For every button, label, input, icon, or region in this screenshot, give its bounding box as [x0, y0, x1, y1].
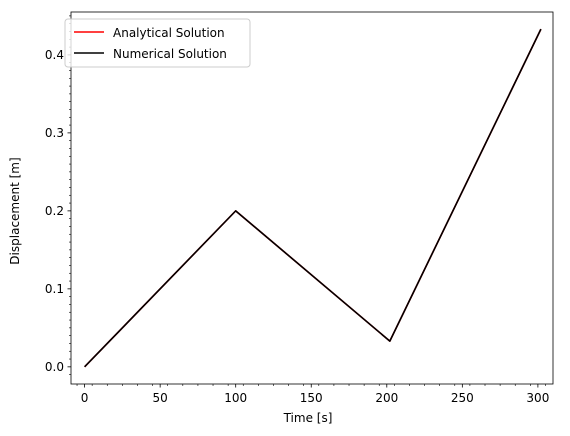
plot-area: 0 50 100 150 200 250 300 0.0 0.1 0.2 0.3 0.4: [45, 11, 554, 405]
numerical-solution-line: [84, 28, 542, 368]
y-axis-label: Displacement [m]: [8, 157, 22, 264]
y-tick-label: 0.3: [45, 126, 64, 140]
x-tick-label: 50: [153, 391, 168, 405]
y-tick-label: 0.1: [45, 282, 64, 296]
x-tick-label: 100: [224, 391, 247, 405]
x-tick-label: 250: [451, 391, 474, 405]
x-tick-label: 300: [526, 391, 549, 405]
x-tick-label: 150: [300, 391, 323, 405]
y-tick-label: 0.0: [45, 360, 64, 374]
legend-label-analytical: Analytical Solution: [113, 26, 225, 40]
x-tick-label: 0: [81, 391, 89, 405]
x-axis-label: Time [s]: [283, 411, 333, 425]
x-tick-label: 200: [375, 391, 398, 405]
axes-frame: [70, 11, 554, 385]
y-axis-label-group: Displacement [m]: [8, 157, 22, 264]
legend-label-numerical: Numerical Solution: [113, 47, 227, 61]
y-tick-label: 0.4: [45, 48, 64, 62]
legend: Analytical Solution Numerical Solution: [64, 18, 251, 68]
legend-frame: [64, 18, 251, 68]
y-tick-label: 0.2: [45, 204, 64, 218]
